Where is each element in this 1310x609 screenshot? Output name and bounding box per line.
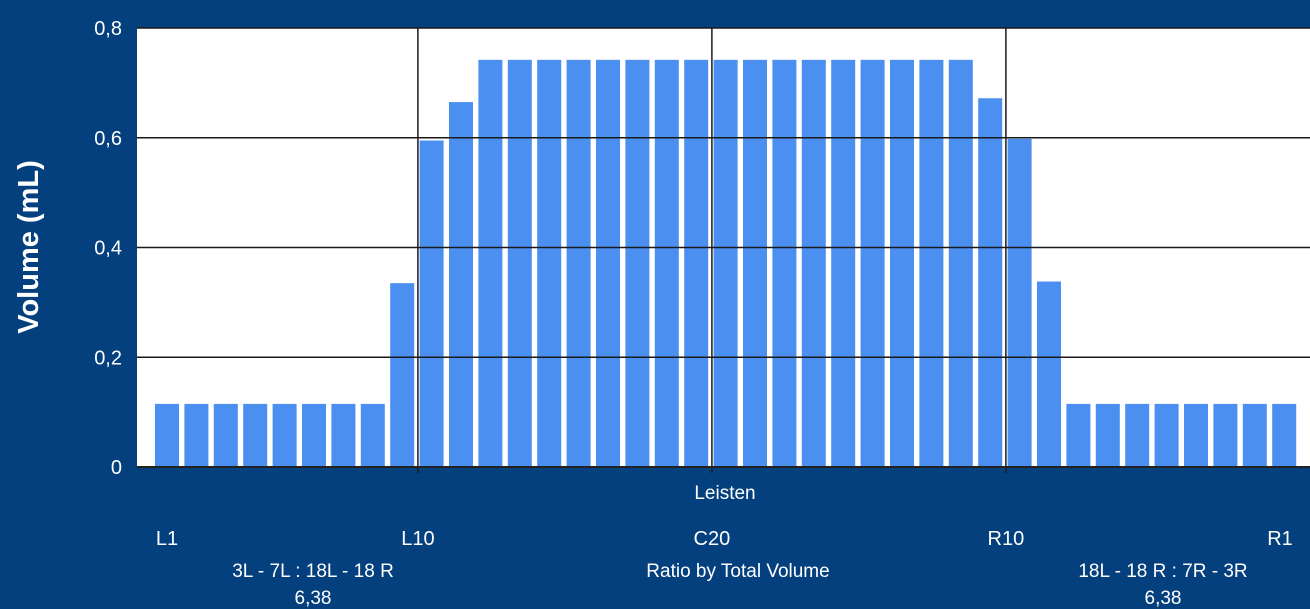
bar-11 [449, 102, 473, 468]
x-tick-label: L1 [156, 528, 178, 550]
grid-lines [137, 27, 1310, 473]
bar-31 [1037, 281, 1061, 467]
ratio-right-label: 18L - 18 R : 7R - 3R [1078, 561, 1247, 582]
bar-33 [1095, 403, 1120, 467]
bar-22 [772, 59, 797, 467]
bar-25 [860, 59, 885, 467]
bar-21 [743, 59, 767, 467]
bar-5 [272, 403, 297, 467]
ratio-right-value: 6,38 [1145, 588, 1182, 609]
bar-20 [713, 59, 738, 467]
bar-30 [1007, 138, 1032, 467]
bar-6 [302, 403, 326, 467]
y-axis-title: Volume (mL) [13, 160, 45, 333]
bar-28 [948, 59, 973, 467]
bar-18 [654, 59, 679, 467]
bar-12 [478, 59, 503, 467]
bar-35 [1154, 403, 1179, 467]
x-tick-label: R10 [988, 528, 1025, 550]
bar-17 [625, 59, 650, 467]
ratio-center-label: Ratio by Total Volume [646, 561, 829, 582]
bar-26 [890, 59, 914, 467]
x-tick-label: L10 [401, 528, 434, 550]
bar-38 [1242, 403, 1267, 467]
y-tick-label: 0,8 [94, 18, 122, 40]
ratio-left-value: 6,38 [295, 588, 332, 609]
bar-34 [1125, 403, 1150, 467]
x-tick-label: R1 [1267, 528, 1293, 550]
y-tick-label: 0,2 [94, 347, 122, 369]
bar-2 [184, 403, 209, 467]
bar-3 [213, 403, 238, 467]
x-axis-title: Leisten [694, 483, 755, 504]
bar-13 [507, 59, 532, 467]
bar-39 [1272, 403, 1297, 467]
bar-8 [360, 403, 385, 467]
y-tick-label: 0,6 [94, 128, 122, 150]
y-tick-label: 0,4 [94, 238, 122, 260]
bar-19 [684, 59, 709, 467]
bar-9 [390, 283, 415, 467]
bar-37 [1213, 403, 1238, 467]
bar-7 [331, 403, 356, 467]
bar-1 [155, 403, 179, 467]
y-tick-label: 0 [111, 457, 122, 479]
bar-36 [1184, 403, 1208, 467]
bar-4 [243, 403, 268, 467]
bar-27 [919, 59, 944, 467]
ratio-left-label: 3L - 7L : 18L - 18 R [232, 561, 394, 582]
bar-15 [566, 59, 591, 467]
bar-16 [596, 59, 620, 467]
bars [155, 59, 1297, 468]
bar-29 [978, 98, 1003, 468]
labels: Volume (mL) Leisten 3L - 7L : 18L - 18 R… [13, 18, 1293, 609]
x-tick-label: C20 [694, 528, 731, 550]
bar-24 [831, 59, 856, 467]
bar-10 [419, 140, 444, 467]
bar-23 [801, 59, 826, 467]
bar-14 [537, 59, 562, 467]
bar-32 [1066, 403, 1091, 467]
